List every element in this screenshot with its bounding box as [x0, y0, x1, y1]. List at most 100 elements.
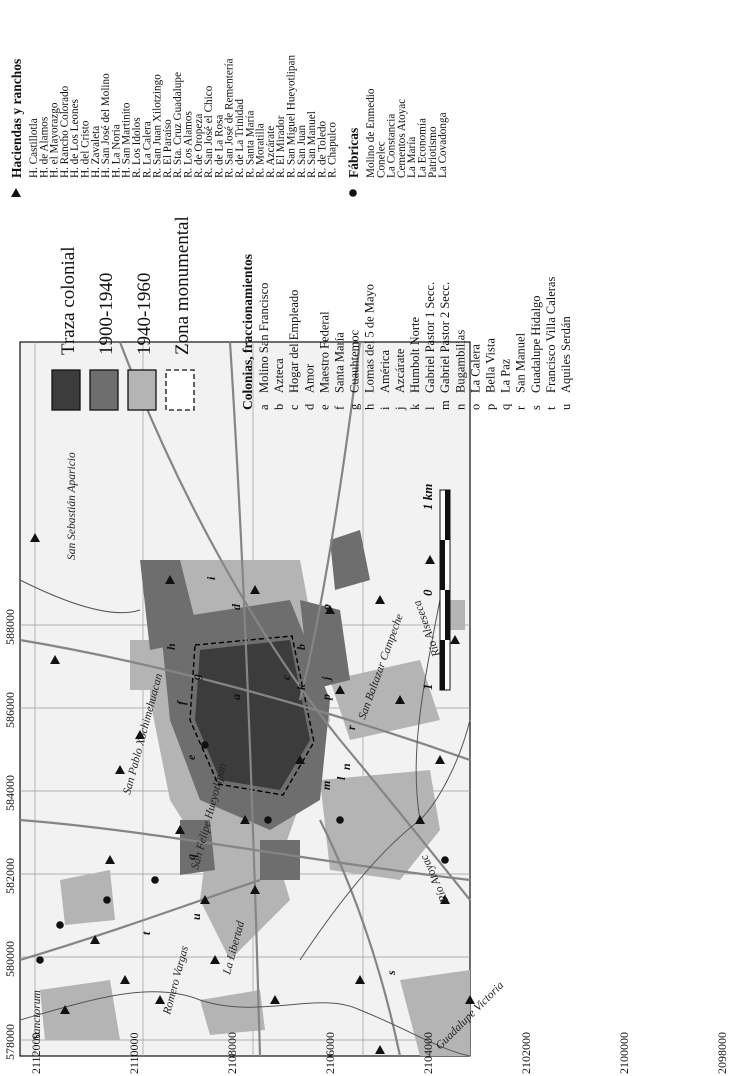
hacienda-marker: [120, 975, 130, 984]
area-traza-colonial: [195, 640, 310, 790]
colonia-letter-key: p: [484, 404, 498, 410]
colonia-name: Gabriel Pastor 2 Secc.: [438, 282, 452, 393]
hacienda-name: H. La Noria: [110, 124, 122, 178]
colonia-letter-key: r: [514, 405, 528, 410]
y-tick-label: 2112000: [29, 1032, 43, 1074]
river: [415, 599, 441, 821]
period-swatch: [51, 369, 81, 411]
colonia-letter-key: n: [453, 403, 467, 410]
scale-end: 1 km: [420, 484, 435, 510]
fabrica-name: Patriotismo: [427, 126, 439, 178]
hacienda-marker: [425, 555, 435, 564]
hacienda-marker: [375, 595, 385, 604]
colonia-name: Molino San Francisco: [257, 283, 271, 393]
fabrica-name: Cementos Atoyac: [396, 99, 408, 178]
colonia-letter-key: s: [529, 405, 543, 410]
period-label: Zona monumental: [172, 216, 193, 355]
colonia-letter: f: [174, 700, 188, 705]
hacienda-name: R. Chapulco: [327, 122, 339, 178]
colonia-letter-key: q: [499, 403, 513, 410]
place-san-sebastian: San Sebastián Aparicio: [66, 452, 78, 560]
hacienda-name: R. Los Idolos: [131, 117, 143, 178]
hacienda-marker: [60, 1005, 70, 1014]
fabrica-marker: [264, 816, 272, 824]
area-1940-1960: [320, 770, 440, 880]
fabrica-marker: [151, 876, 159, 884]
area-1940-1960: [40, 980, 120, 1040]
colonia-letter: h: [164, 643, 178, 650]
fabrica-name: Molino de Enmedio: [365, 88, 377, 178]
x-tick-label: 584000: [3, 775, 17, 811]
river: [19, 991, 471, 1057]
colonia-name: Amor: [302, 363, 316, 393]
colonia-letter: d: [229, 603, 243, 610]
area-1900-1940: [260, 840, 300, 880]
hacienda-name: H. de Los Leones: [69, 99, 81, 178]
period-swatch: [165, 369, 195, 411]
hacienda-marker: [135, 730, 145, 739]
place-sanctorum: Sanctorum: [31, 990, 43, 1040]
colonia-letter: r: [344, 725, 358, 730]
fabrica-name: La Covadonga: [437, 112, 449, 178]
fabrica-name: La María: [406, 137, 418, 178]
fabrica-marker: [336, 816, 344, 824]
colonia-letter-key: d: [302, 403, 316, 410]
scale-bar: 1 0 1 km: [420, 484, 451, 691]
roads: [19, 341, 471, 1057]
hacienda-marker: [355, 975, 365, 984]
colonia-letter: g: [189, 674, 203, 681]
y-tick-label: 2100000: [617, 1032, 631, 1074]
road: [118, 341, 471, 901]
hacienda-marker: [450, 635, 460, 644]
colonia-name: Bella Vista: [484, 338, 498, 393]
colonia-letter-key: l: [423, 406, 437, 410]
hacienda-name: R. San José de Rementería: [224, 58, 236, 178]
hacienda-name: H. del Cristo: [80, 120, 92, 178]
colonia-letter: p: [319, 694, 333, 701]
period-label: 1900-1940: [96, 273, 117, 355]
hacienda-marker: [250, 885, 260, 894]
colonia-name: Santa María: [333, 332, 347, 393]
colonia-letter: o: [319, 604, 333, 610]
period-swatch: [127, 369, 157, 411]
colonia-name: La Calera: [468, 344, 482, 393]
colonia-letter: e: [184, 754, 198, 760]
y-tick-label: 2098000: [715, 1032, 729, 1074]
area-1940-1960: [330, 660, 440, 740]
hacienda-name: R. San Juan: [296, 124, 308, 178]
fabrica-markers: [36, 741, 449, 964]
colonia-letter: a: [229, 694, 243, 700]
colonia-name: Aquiles Serdán: [559, 316, 573, 393]
colonia-letter-key: t: [544, 406, 558, 410]
hacienda-name: R. San Miguel Hueyotlipan: [286, 55, 298, 178]
fabrica-name: La Economía: [417, 118, 429, 178]
period-label: Traza colonial: [58, 246, 79, 355]
x-axis-ticks: 578000 580000 582000 584000 586000 588000: [3, 609, 17, 1060]
hacienda-name: R. Azcárate: [265, 126, 277, 178]
scale-mid: 0: [420, 589, 435, 596]
colonia-letter-key: o: [468, 404, 482, 410]
colonia-letter: k: [294, 684, 308, 690]
hacienda-name: R. El Paraíso: [162, 119, 174, 178]
hacienda-marker: [440, 895, 450, 904]
hacienda-marker: [90, 935, 100, 944]
y-tick-label: 2110000: [127, 1032, 141, 1074]
hacienda-name: R. La Calera: [141, 121, 153, 178]
colonia-name: Azcárate: [393, 348, 407, 393]
colonia-name: Humbolt Norte: [408, 317, 422, 393]
fabrica-legend-marker: [349, 189, 357, 197]
hacienda-marker: [175, 825, 185, 834]
colonia-name: Cuauhtemoc: [348, 329, 362, 393]
y-tick-label: 2102000: [519, 1032, 533, 1074]
hacienda-marker: [375, 1045, 385, 1054]
hacienda-name: R. Sta. Cruz Guadalupe: [172, 72, 184, 178]
hacienda-name: R. de Toledo: [316, 120, 328, 178]
colonia-letter-key: f: [333, 405, 347, 410]
period-label: 1940-1960: [134, 273, 155, 355]
hacienda-legend-marker: [11, 188, 21, 197]
fabrica-marker: [36, 956, 44, 964]
area-1940-1960: [200, 990, 265, 1035]
colonia-name: Guadalupe Hidalgo: [529, 295, 543, 393]
colonia-letter: q: [184, 854, 198, 860]
fabrica-name: La Constancia: [386, 114, 398, 178]
